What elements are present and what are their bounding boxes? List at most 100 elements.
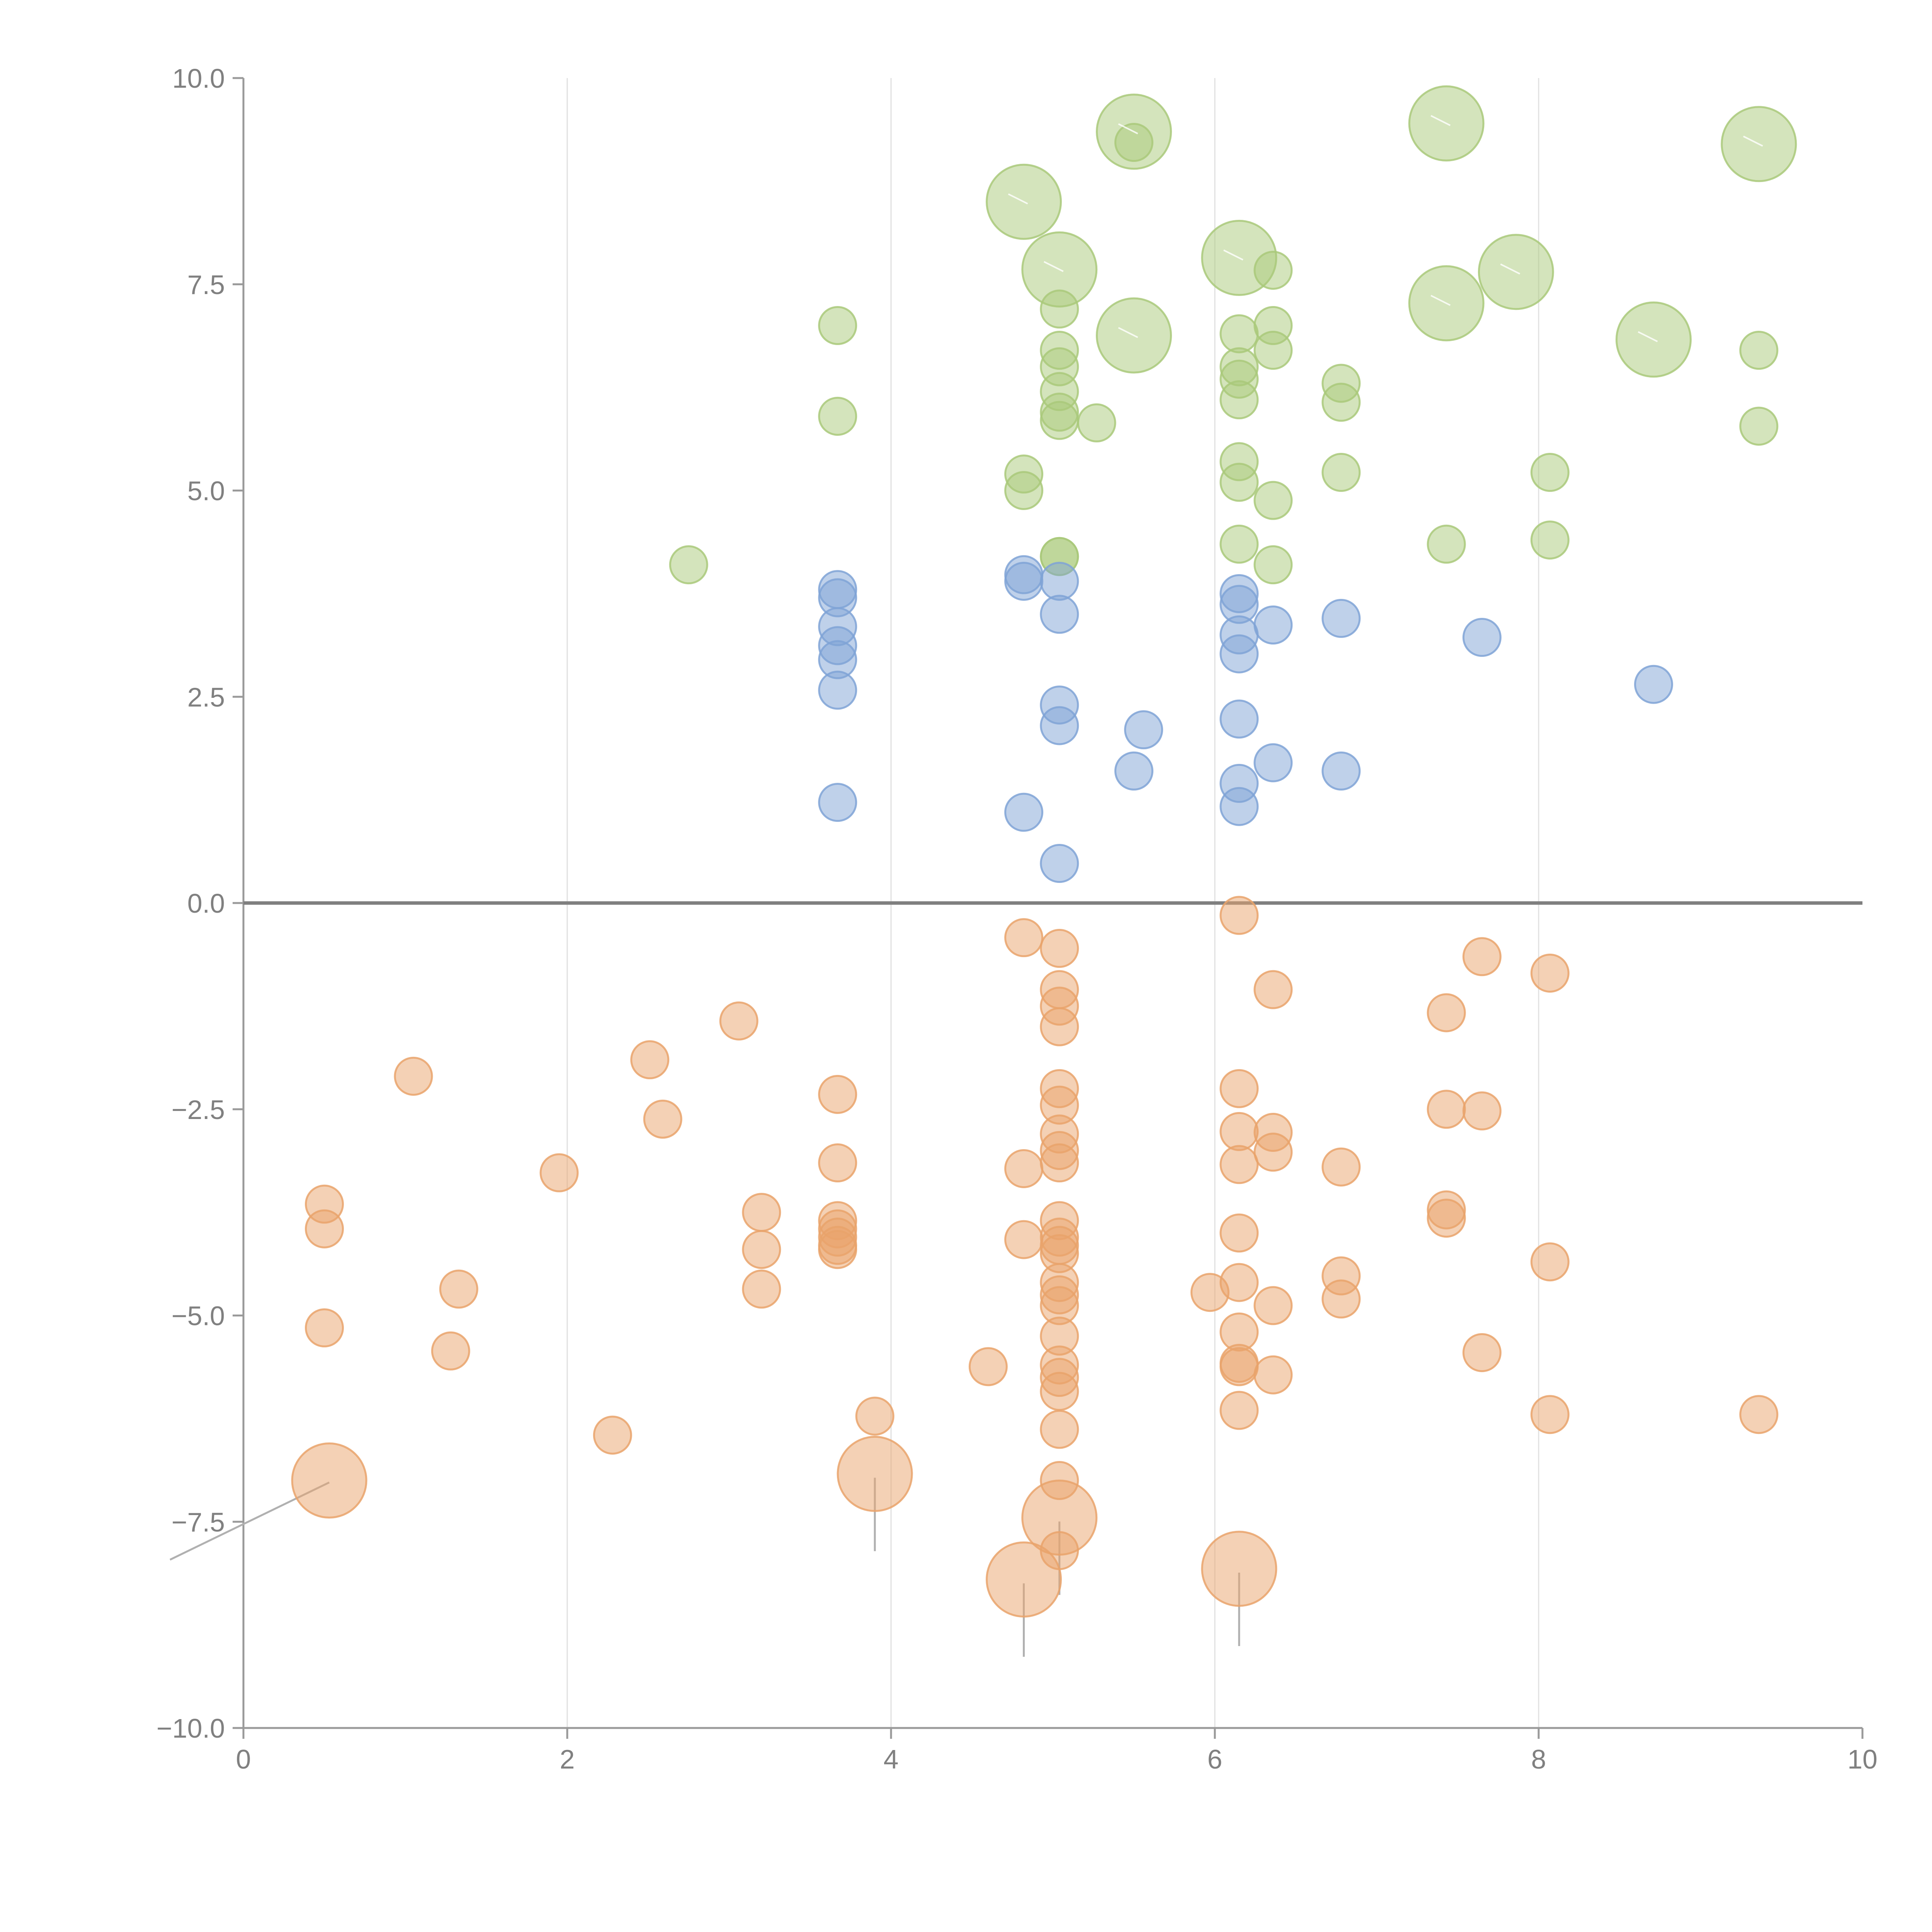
point-blue xyxy=(1004,793,1044,832)
y-tick-label: −2.5 xyxy=(172,1095,225,1125)
point-orange xyxy=(1427,1199,1466,1238)
point-blue xyxy=(1219,787,1259,826)
point-orange xyxy=(1427,1090,1466,1129)
point-orange xyxy=(1004,1220,1044,1259)
point-green xyxy=(1077,403,1116,442)
point-green xyxy=(1253,481,1293,520)
x-tick-label: 4 xyxy=(884,1744,899,1774)
point-blue xyxy=(1040,844,1079,883)
point-orange xyxy=(1219,1263,1259,1302)
point-blue xyxy=(1040,595,1079,634)
series-orange xyxy=(291,896,1779,1618)
point-orange xyxy=(1253,1355,1293,1395)
leader-line xyxy=(1638,331,1658,342)
point-orange xyxy=(1219,896,1259,935)
x-tick-label: 10 xyxy=(1847,1744,1878,1774)
point-green xyxy=(1004,471,1044,510)
point-orange xyxy=(968,1347,1008,1386)
leader-line xyxy=(1430,115,1451,126)
point-blue xyxy=(818,783,857,822)
leader-line xyxy=(1500,263,1520,275)
point-orange xyxy=(1530,953,1570,993)
highlighted-point-orange xyxy=(1021,1480,1098,1556)
point-orange xyxy=(305,1209,344,1248)
point-green xyxy=(1530,520,1570,560)
point-orange xyxy=(1462,1333,1502,1372)
point-green xyxy=(1253,545,1293,585)
point-green xyxy=(1321,383,1361,422)
leader-line xyxy=(1118,123,1138,134)
point-orange xyxy=(305,1308,344,1348)
point-orange xyxy=(742,1193,781,1232)
leader-line xyxy=(1430,295,1451,306)
point-orange xyxy=(742,1230,781,1269)
point-orange xyxy=(1004,918,1044,957)
point-orange xyxy=(593,1415,632,1455)
x-tick-label: 2 xyxy=(560,1744,575,1774)
leader-line xyxy=(1118,327,1138,338)
point-orange xyxy=(1321,1279,1361,1319)
highlighted-point-orange xyxy=(837,1435,913,1512)
point-orange xyxy=(1004,1149,1044,1188)
point-blue xyxy=(1004,561,1044,601)
point-orange xyxy=(1462,1091,1502,1131)
y-tick-label: 2.5 xyxy=(187,682,225,712)
point-orange xyxy=(1462,937,1502,976)
leader-line xyxy=(1743,136,1763,147)
point-blue xyxy=(1253,605,1293,645)
point-orange xyxy=(818,1075,857,1114)
x-tick-label: 0 xyxy=(236,1744,251,1774)
point-blue xyxy=(1321,751,1361,791)
point-orange xyxy=(1739,1395,1779,1434)
point-orange xyxy=(742,1269,781,1309)
x-tick-label: 6 xyxy=(1208,1744,1223,1774)
point-orange xyxy=(855,1396,895,1436)
point-green xyxy=(1739,406,1779,446)
point-blue xyxy=(1321,599,1361,638)
point-blue xyxy=(1040,706,1079,745)
point-orange xyxy=(1040,1143,1079,1183)
point-green xyxy=(818,306,857,345)
point-orange xyxy=(431,1331,470,1371)
point-orange xyxy=(1219,1391,1259,1430)
axis-ticks: 10.0 7.5 5.0 2.5 0.0 −2.5 −5.0 −7.5 −10.0 0 2 4 6 8 10 xyxy=(156,63,1878,1774)
leader-line xyxy=(1223,249,1243,261)
point-green xyxy=(1321,453,1361,492)
point-blue xyxy=(1219,699,1259,739)
point-orange xyxy=(818,1143,857,1183)
point-orange xyxy=(1040,929,1079,968)
leader-line xyxy=(1008,193,1028,205)
point-orange xyxy=(643,1099,682,1139)
point-blue xyxy=(1040,561,1079,601)
point-green xyxy=(1253,331,1293,370)
point-green xyxy=(818,396,857,436)
point-green xyxy=(1427,524,1466,564)
point-orange xyxy=(394,1056,433,1096)
y-tick-label: −10.0 xyxy=(156,1713,225,1743)
point-orange xyxy=(719,1001,759,1041)
point-blue xyxy=(1634,665,1673,704)
point-orange xyxy=(539,1153,579,1192)
point-orange xyxy=(1253,970,1293,1009)
point-blue xyxy=(818,670,857,710)
highlighted-point-orange xyxy=(291,1442,367,1519)
leader-line xyxy=(1043,261,1064,272)
point-orange xyxy=(1530,1395,1570,1434)
point-orange xyxy=(1219,1069,1259,1108)
point-blue xyxy=(1462,618,1502,657)
point-green xyxy=(1219,463,1259,502)
point-blue xyxy=(1219,634,1259,673)
point-orange xyxy=(1040,1372,1079,1411)
point-orange xyxy=(1530,1242,1570,1282)
point-green xyxy=(1219,380,1259,420)
data-points xyxy=(291,85,1797,1618)
highlighted-point-orange xyxy=(1201,1531,1277,1607)
y-tick-label: −7.5 xyxy=(172,1507,225,1537)
point-orange xyxy=(1427,993,1466,1032)
point-orange xyxy=(1040,1007,1079,1046)
y-tick-label: 0.0 xyxy=(187,888,225,918)
point-blue xyxy=(1114,751,1153,791)
x-tick-label: 8 xyxy=(1531,1744,1546,1774)
point-green xyxy=(669,545,708,585)
point-blue xyxy=(1124,710,1163,750)
